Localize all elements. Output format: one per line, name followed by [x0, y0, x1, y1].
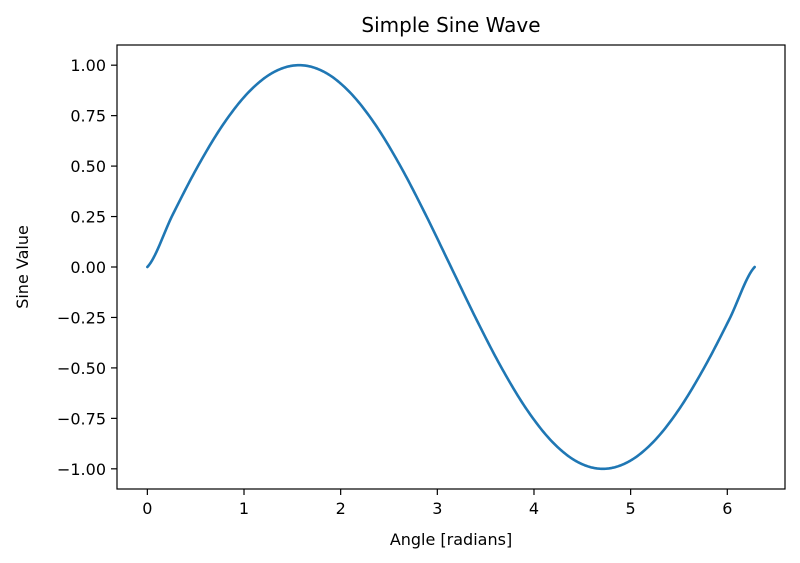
x-axis-label: Angle [radians]	[390, 530, 512, 549]
x-tick-label: 5	[626, 499, 636, 518]
x-tick-label: 4	[529, 499, 539, 518]
y-tick-label: 0.75	[70, 107, 106, 126]
x-tick-label: 0	[142, 499, 152, 518]
x-tick-label: 3	[432, 499, 442, 518]
plot-area	[116, 44, 786, 490]
series-layer	[146, 63, 756, 471]
x-tick-label: 1	[239, 499, 249, 518]
x-axis: 0 1 2 3 4 5 6	[142, 489, 732, 518]
y-axis: −1.00 −0.75 −0.50 −0.25 0.00 0.25 0.50 0.75 1.00	[57, 56, 117, 479]
y-tick-label: −0.75	[57, 409, 106, 428]
y-tick-label: −1.00	[57, 460, 106, 479]
y-tick-label: 0.50	[70, 157, 106, 176]
y-tick-label: 0.25	[70, 208, 106, 227]
y-tick-label: 1.00	[70, 56, 106, 75]
x-tick-label: 6	[722, 499, 732, 518]
y-tick-label: −0.25	[57, 308, 106, 327]
x-tick-label: 2	[336, 499, 346, 518]
series-line-0	[146, 63, 756, 471]
y-tick-label: 0.00	[70, 258, 106, 277]
y-tick-label: −0.50	[57, 359, 106, 378]
y-axis-label: Sine Value	[13, 225, 32, 309]
chart-title: Simple Sine Wave	[361, 13, 540, 37]
